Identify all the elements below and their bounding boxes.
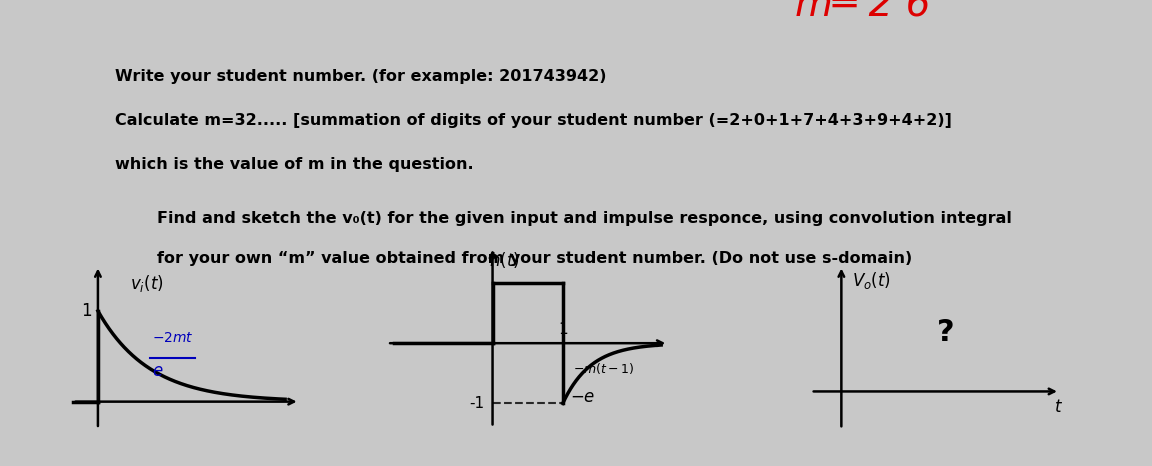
Text: m═ 2 6: m═ 2 6 — [795, 0, 931, 24]
Text: $-2mt$: $-2mt$ — [152, 331, 194, 345]
Text: Find and sketch the v₀(t) for the given input and impulse responce, using convol: Find and sketch the v₀(t) for the given … — [157, 211, 1013, 226]
Text: $-e$: $-e$ — [570, 388, 596, 406]
Text: $-m(t-1)$: $-m(t-1)$ — [574, 361, 635, 376]
Text: $h(t)$: $h(t)$ — [490, 250, 520, 270]
Text: $t$: $t$ — [1054, 398, 1062, 416]
Text: $e$: $e$ — [152, 362, 164, 380]
Text: $v_i(t)$: $v_i(t)$ — [130, 273, 164, 294]
Text: Write your student number. (for example: 201743942): Write your student number. (for example:… — [115, 69, 607, 84]
Text: 1: 1 — [558, 322, 568, 337]
Text: ?: ? — [938, 318, 955, 347]
Text: Calculate m=32..... [summation of digits of your student number (=2+0+1+7+4+3+9+: Calculate m=32..... [summation of digits… — [115, 113, 952, 128]
Text: -1: -1 — [469, 396, 484, 411]
Text: $V_o(t)$: $V_o(t)$ — [851, 270, 890, 291]
Text: which is the value of m in the question.: which is the value of m in the question. — [115, 157, 473, 172]
Text: for your own “m” value obtained from your student number. (Do not use s-domain): for your own “m” value obtained from you… — [157, 251, 912, 266]
Text: 1: 1 — [82, 302, 92, 320]
